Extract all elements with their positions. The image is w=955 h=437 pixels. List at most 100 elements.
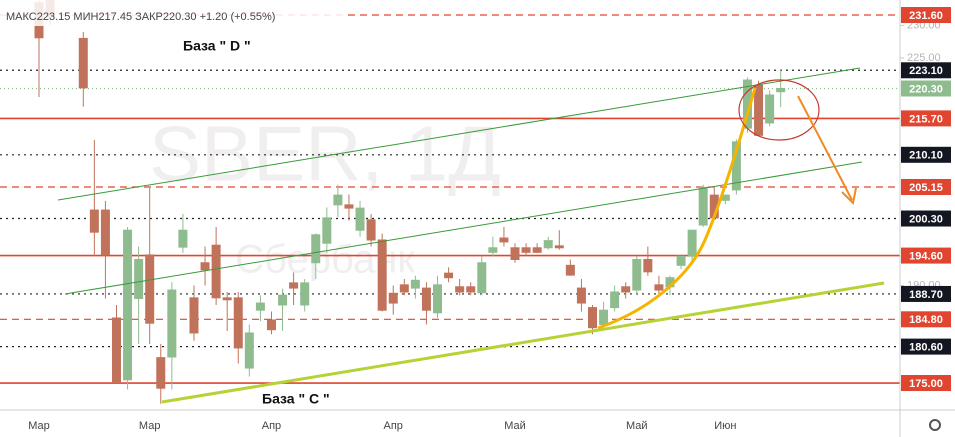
candle-body (300, 282, 310, 306)
candle-body (754, 84, 764, 136)
candle-body (89, 209, 99, 233)
arrow-head (841, 187, 857, 206)
header: МАКС223.15 МИН217.45 ЗАКР220.30 +1.20 (+… (6, 11, 275, 23)
candle-body (333, 194, 343, 206)
level-label: 200.30 (909, 213, 943, 225)
settings-icon[interactable] (929, 419, 941, 431)
x-tick-label: Май (504, 420, 526, 432)
candle-body (244, 332, 254, 369)
candle-body (322, 217, 332, 244)
candle-body (189, 297, 199, 334)
candle-body (211, 244, 221, 299)
axis: 230.00225.00190.00231.60223.10220.30215.… (28, 7, 951, 432)
candle-body (521, 247, 531, 253)
candle-body (344, 204, 354, 209)
level-label-bg (901, 285, 951, 302)
level-label: 188.70 (909, 289, 943, 301)
level-label-bg (901, 7, 951, 24)
candle-body (145, 254, 155, 324)
drawings (57, 67, 885, 404)
level-label: 180.60 (909, 342, 943, 354)
candle-body (477, 262, 487, 294)
levels (0, 14, 900, 384)
annotation: База " D " (183, 38, 251, 54)
arrow (797, 95, 853, 201)
candle-body (399, 284, 409, 293)
x-tick-label: Мар (28, 420, 50, 432)
candle-body (233, 297, 243, 349)
trendline (161, 281, 885, 404)
candle-body (621, 286, 631, 293)
candle-body (676, 255, 686, 266)
candle-body (698, 186, 708, 226)
candle-body (311, 234, 321, 264)
candle-body (488, 247, 498, 253)
candle-body (100, 209, 110, 256)
candle-body (355, 207, 365, 231)
candle-body (377, 239, 387, 311)
candle-body (455, 286, 465, 293)
level-label: 215.70 (909, 113, 943, 125)
level-label: 175.00 (909, 378, 943, 390)
candle-body (466, 286, 476, 293)
candle-body (765, 94, 775, 124)
candle-body (278, 294, 288, 306)
channel-bottom (64, 161, 863, 295)
candle-body (178, 229, 188, 248)
level-label-bg (901, 247, 951, 264)
candle-body (111, 317, 121, 383)
candle-body (123, 229, 133, 381)
candle-body (433, 284, 443, 314)
candle-body (156, 357, 166, 389)
candle-body (134, 258, 144, 299)
level-label: 194.60 (909, 250, 943, 262)
level-label-bg (901, 311, 951, 328)
y-tick-label: 225.00 (907, 52, 941, 64)
level-label-bg (901, 375, 951, 392)
candle-body (499, 237, 509, 243)
candle-body (554, 245, 564, 249)
level-label: 184.80 (909, 314, 943, 326)
candle-body (576, 287, 586, 304)
candle-body (632, 258, 642, 291)
level-label-bg (901, 338, 951, 355)
level-label-bg (901, 210, 951, 227)
level-label-bg (901, 80, 951, 97)
channel-top (57, 67, 861, 201)
level-label-bg (901, 178, 951, 195)
candle-body (610, 291, 620, 309)
candle-body (444, 272, 454, 279)
watermark: SBER, 1Д (149, 110, 501, 198)
candle-body (687, 229, 697, 257)
curve (597, 87, 757, 330)
candle-body (643, 258, 653, 273)
candle-body (654, 284, 664, 291)
candle-body (366, 219, 376, 241)
candle-body (78, 37, 88, 89)
level-label: 210.10 (909, 150, 943, 162)
level-label-bg (901, 62, 951, 79)
header-bg (0, 0, 345, 26)
candle-body (588, 307, 597, 329)
x-tick-label: Апр (384, 420, 403, 432)
candle-body (200, 262, 210, 271)
candle-body (510, 247, 520, 260)
candle-body (167, 289, 177, 358)
level-label: 231.60 (909, 10, 943, 22)
circle (738, 79, 820, 141)
candle-body (565, 264, 575, 276)
level-label: 205.15 (909, 182, 943, 194)
candle-body (776, 87, 786, 93)
level-label: 220.30 (909, 83, 943, 95)
candle-body (543, 240, 553, 249)
candle-body (266, 319, 276, 331)
x-tick-label: Июн (714, 420, 736, 432)
candle-body (599, 309, 609, 326)
x-tick-label: Мар (139, 420, 161, 432)
candle-body (289, 282, 299, 289)
level-label-bg (901, 146, 951, 163)
candle-body (421, 287, 431, 311)
candle-body (532, 247, 542, 253)
candle-body (255, 302, 265, 311)
